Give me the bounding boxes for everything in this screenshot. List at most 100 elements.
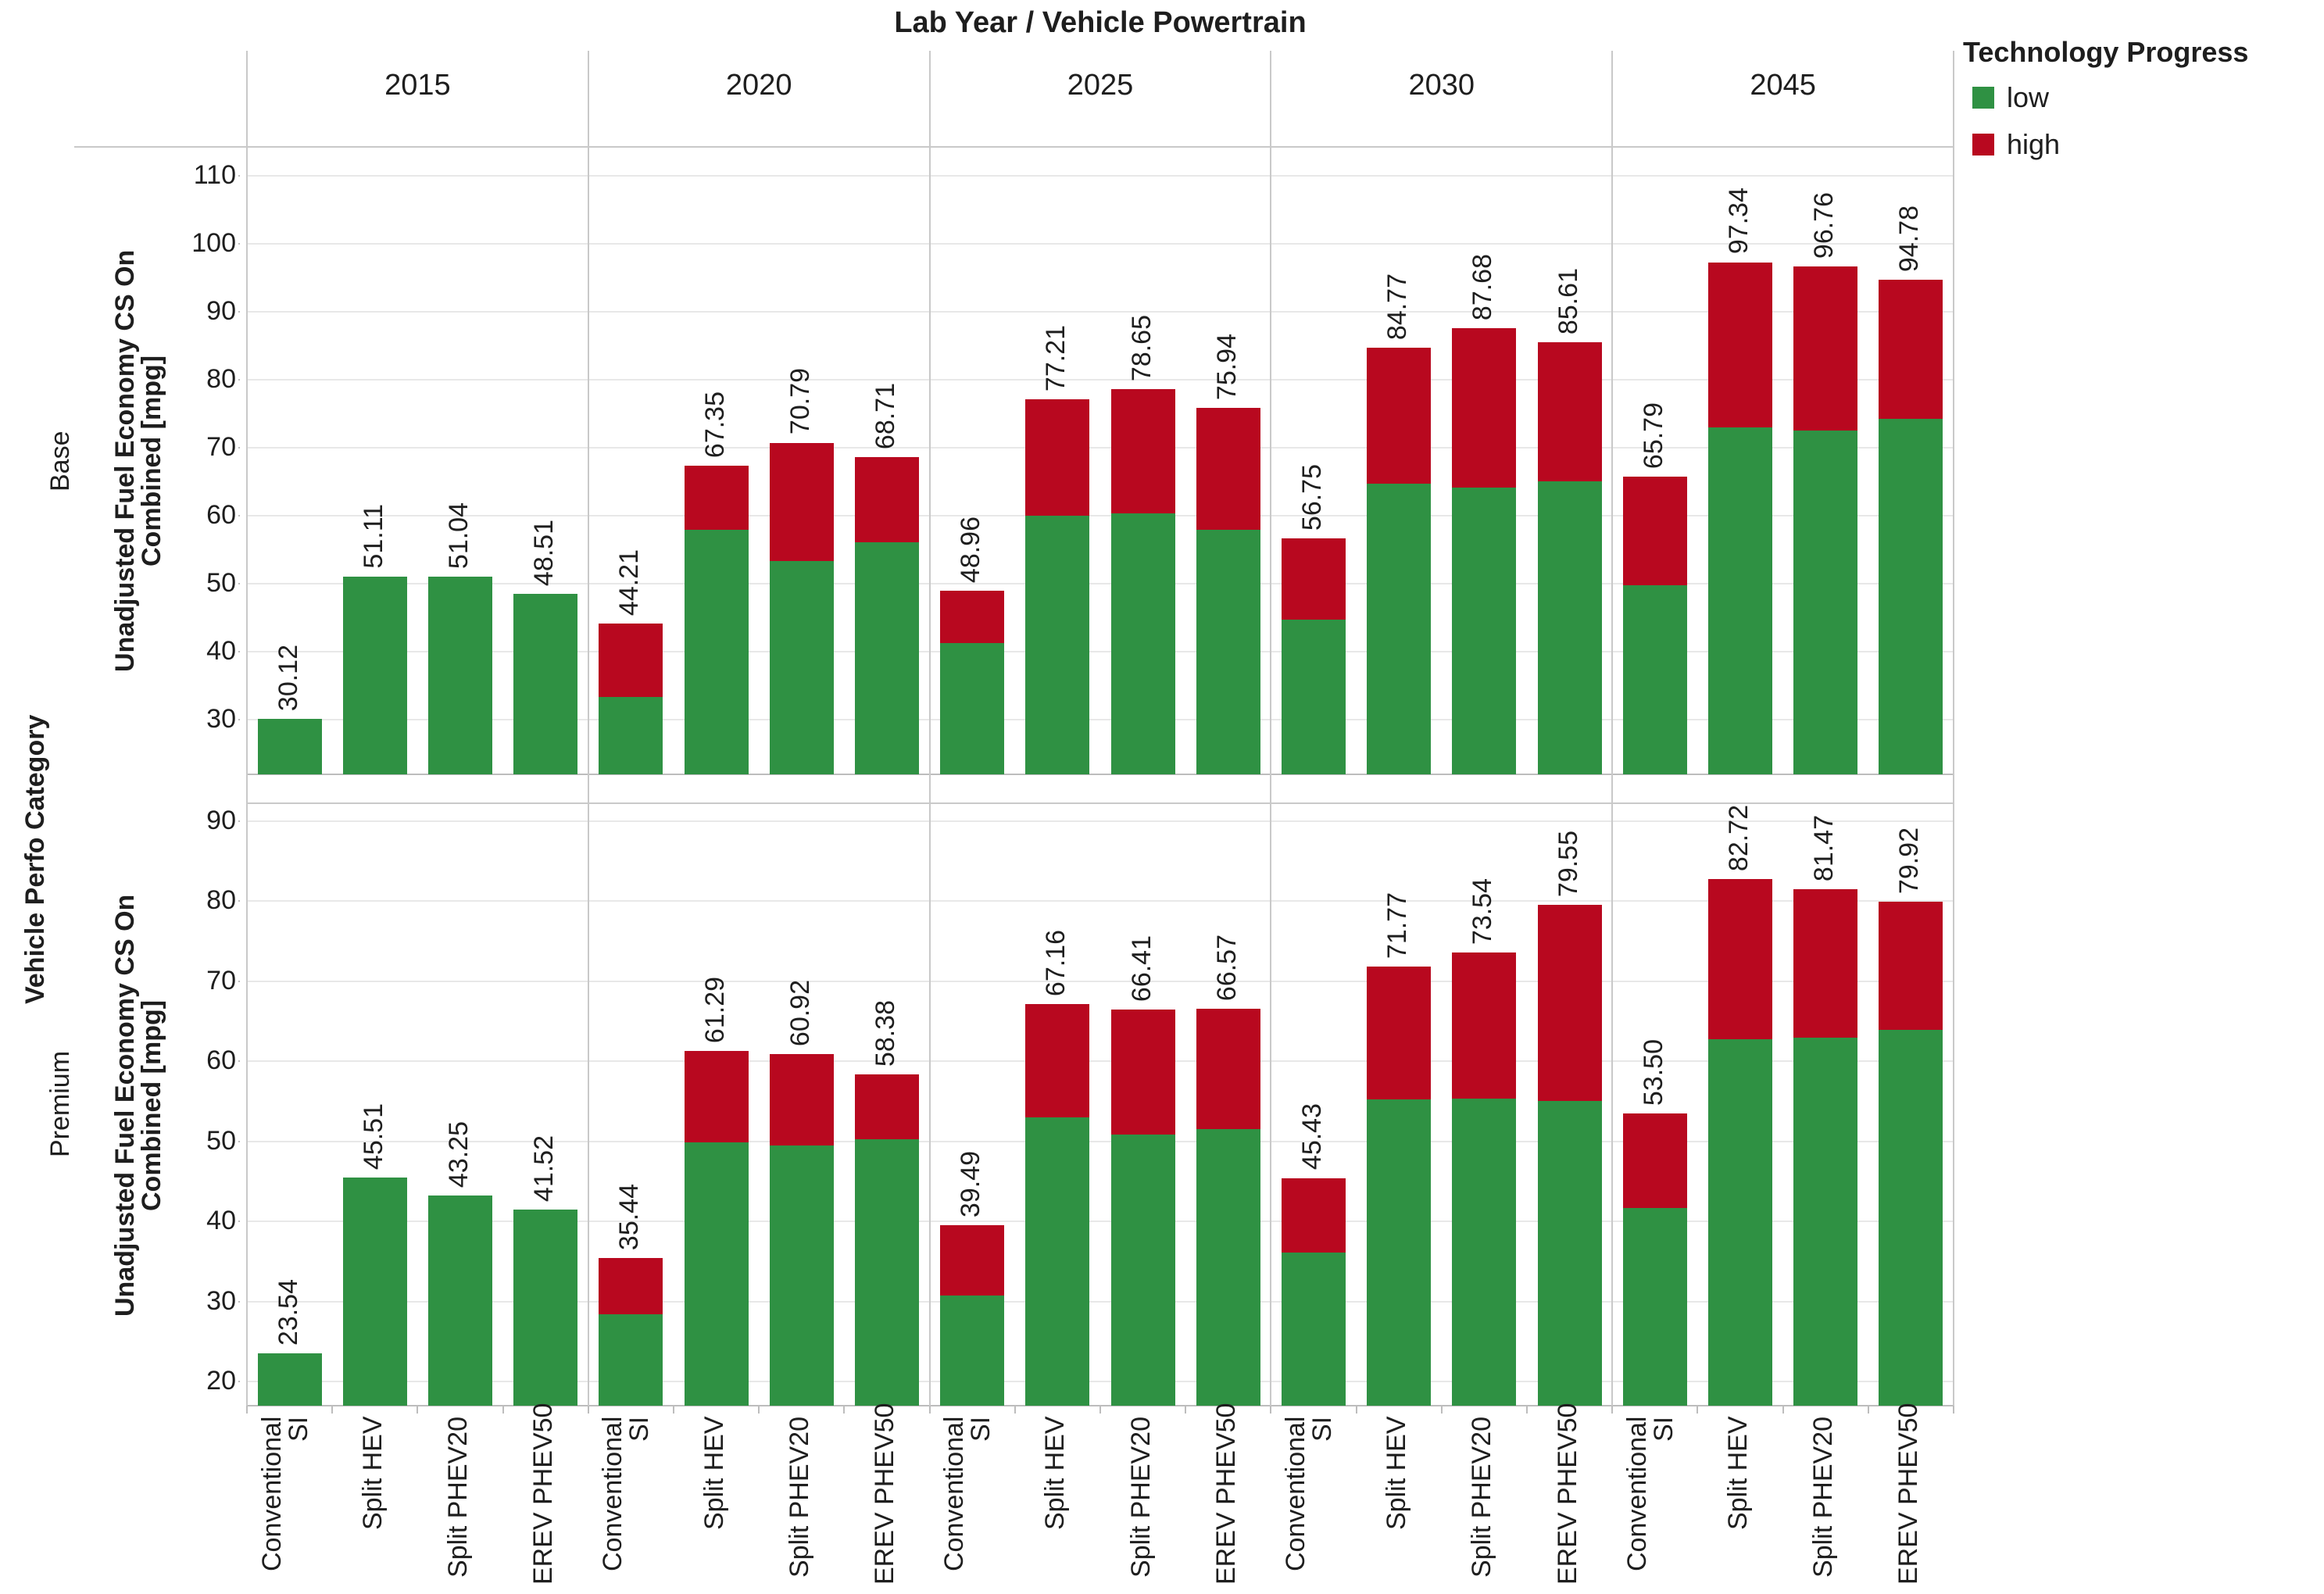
- bar-segment-low[interactable]: [1537, 481, 1602, 774]
- bar-segment-high[interactable]: [684, 466, 749, 530]
- bar-segment-low[interactable]: [599, 696, 663, 774]
- bar-segment-high[interactable]: [855, 456, 919, 543]
- bar-segment-low[interactable]: [1793, 430, 1858, 774]
- x-tick-label-split-phev20: Split PHEV20: [1125, 1417, 1156, 1578]
- bar-segment-low[interactable]: [257, 1353, 322, 1406]
- bar-segment-low[interactable]: [342, 1177, 407, 1406]
- y-tick-mark: [238, 1060, 240, 1063]
- bar-segment-low[interactable]: [1282, 619, 1346, 774]
- y-tick-mark: [238, 583, 240, 585]
- y-tick-mark: [238, 1381, 240, 1383]
- bar-segment-low[interactable]: [1110, 513, 1175, 774]
- bar-segment-low[interactable]: [769, 560, 834, 774]
- bar-segment-low[interactable]: [769, 1145, 834, 1406]
- panel-bottom-axis-Base: [247, 774, 1954, 775]
- bar-segment-high[interactable]: [1282, 1178, 1346, 1253]
- bar-segment-low[interactable]: [940, 1295, 1005, 1406]
- gridline-Base-100: [247, 243, 1954, 245]
- bar-segment-low[interactable]: [684, 529, 749, 774]
- bar-segment-high[interactable]: [1110, 1010, 1175, 1135]
- bar-segment-high[interactable]: [1708, 879, 1772, 1040]
- bar-segment-low[interactable]: [1196, 1129, 1260, 1406]
- bar-segment-low[interactable]: [257, 719, 322, 774]
- bar-segment-low[interactable]: [855, 542, 919, 774]
- group-separator: [1270, 51, 1272, 1406]
- bar-segment-low[interactable]: [342, 576, 407, 774]
- bar-segment-high[interactable]: [940, 1225, 1005, 1296]
- bar-segment-high[interactable]: [1110, 389, 1175, 513]
- x-tick-mark: [1440, 1406, 1443, 1414]
- gridline-Base-30: [247, 719, 1954, 721]
- bar-segment-high[interactable]: [1452, 327, 1517, 488]
- bar-segment-high[interactable]: [1196, 1008, 1260, 1130]
- bar-segment-low[interactable]: [428, 1195, 492, 1406]
- bar-segment-low[interactable]: [855, 1138, 919, 1406]
- bar-segment-low[interactable]: [513, 594, 578, 774]
- bar-segment-low[interactable]: [1282, 1253, 1346, 1406]
- legend-swatch-high-icon: [1972, 134, 1994, 155]
- group-separator: [246, 51, 248, 1406]
- bar-segment-high[interactable]: [1282, 538, 1346, 620]
- bar-segment-high[interactable]: [1622, 1113, 1687, 1208]
- y-tick-mark: [238, 980, 240, 982]
- bar-value-label: 79.92: [1894, 827, 1925, 894]
- legend-item-low[interactable]: low: [1972, 81, 2049, 114]
- gridline-Base-90: [247, 311, 1954, 313]
- bar-segment-high[interactable]: [1708, 262, 1772, 428]
- bar-segment-low[interactable]: [599, 1314, 663, 1406]
- legend-item-label: high: [2007, 128, 2061, 160]
- bar-segment-high[interactable]: [855, 1074, 919, 1139]
- bar-segment-low[interactable]: [1793, 1038, 1858, 1406]
- bar-segment-high[interactable]: [1622, 477, 1687, 586]
- bar-segment-low[interactable]: [513, 1209, 578, 1406]
- legend-item-high[interactable]: high: [1972, 128, 2060, 161]
- bar-segment-low[interactable]: [1708, 1039, 1772, 1406]
- x-tick-mark: [1611, 1406, 1614, 1414]
- bar-segment-high[interactable]: [1367, 347, 1432, 484]
- bar-segment-high[interactable]: [1879, 279, 1943, 419]
- bar-segment-low[interactable]: [1367, 483, 1432, 774]
- bar-segment-low[interactable]: [1622, 1207, 1687, 1406]
- bar-segment-low[interactable]: [1537, 1101, 1602, 1406]
- bar-segment-low[interactable]: [1452, 487, 1517, 774]
- bar-value-label: 65.79: [1638, 402, 1668, 470]
- bar-segment-high[interactable]: [1452, 952, 1517, 1099]
- bar-segment-low[interactable]: [1025, 1117, 1090, 1406]
- bar-segment-high[interactable]: [769, 1053, 834, 1145]
- bar-segment-high[interactable]: [1196, 407, 1260, 530]
- bar-segment-high[interactable]: [599, 1257, 663, 1315]
- bar-value-label: 48.96: [956, 516, 986, 584]
- x-tick-mark: [331, 1406, 334, 1414]
- bar-segment-high[interactable]: [769, 442, 834, 561]
- x-tick-label-split-phev20: Split PHEV20: [1808, 1417, 1839, 1578]
- bar-segment-low[interactable]: [1708, 427, 1772, 774]
- bar-segment-low[interactable]: [1622, 585, 1687, 774]
- bar-segment-high[interactable]: [1793, 889, 1858, 1038]
- bar-segment-low[interactable]: [1879, 1030, 1943, 1406]
- bar-segment-high[interactable]: [1793, 266, 1858, 431]
- bar-segment-low[interactable]: [684, 1142, 749, 1406]
- legend-title: Technology Progress: [1963, 36, 2249, 68]
- bar-segment-high[interactable]: [1025, 398, 1090, 516]
- bar-segment-low[interactable]: [940, 643, 1005, 774]
- bar-segment-low[interactable]: [1879, 418, 1943, 774]
- y-tick-label-Base-110: 110: [193, 160, 236, 191]
- bar-segment-high[interactable]: [1025, 1003, 1090, 1117]
- bar-segment-high[interactable]: [1537, 341, 1602, 482]
- bar-segment-high[interactable]: [1367, 967, 1432, 1100]
- bar-segment-high[interactable]: [599, 623, 663, 697]
- bar-segment-low[interactable]: [1025, 516, 1090, 774]
- bar-segment-high[interactable]: [940, 591, 1005, 644]
- bar-segment-high[interactable]: [1537, 904, 1602, 1102]
- bar-segment-low[interactable]: [1110, 1135, 1175, 1406]
- bar-segment-low[interactable]: [1452, 1099, 1517, 1406]
- bar-segment-low[interactable]: [1196, 529, 1260, 774]
- bar-segment-low[interactable]: [1367, 1099, 1432, 1406]
- x-tick-mark: [587, 1406, 589, 1414]
- bar-segment-low[interactable]: [428, 577, 492, 774]
- x-tick-label-erev-phev50: EREV PHEV50: [1552, 1403, 1582, 1585]
- group-separator: [928, 51, 931, 1406]
- row-divider: [247, 802, 1954, 804]
- bar-segment-high[interactable]: [1879, 901, 1943, 1031]
- bar-segment-high[interactable]: [684, 1050, 749, 1142]
